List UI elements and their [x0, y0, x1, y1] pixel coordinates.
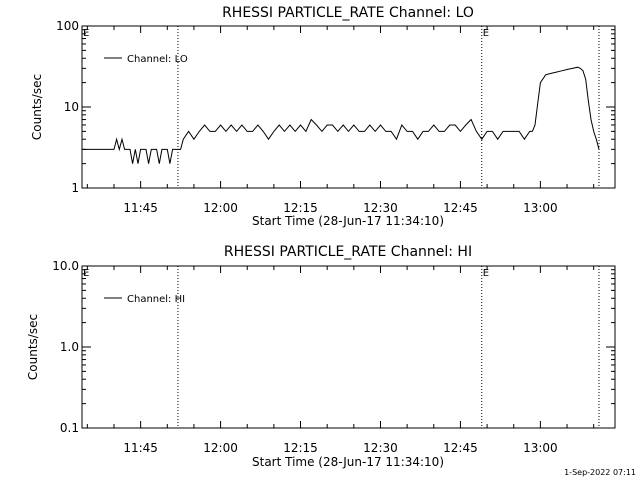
chart-marks: 11:45 12:00 12:15 12:30 12:45 13:00 1 10 100 E E [56, 19, 615, 215]
event-flag: E [83, 268, 89, 279]
event-flag: E [483, 28, 489, 39]
legend: Channel: HI [104, 294, 185, 305]
plot-frame [81, 265, 616, 429]
legend: Channel: LO [104, 54, 188, 65]
y-tick-label: 1.0 [60, 340, 79, 354]
y-tick-label: 10.0 [52, 259, 79, 273]
x-tick-label: 12:30 [363, 441, 398, 455]
x-tick-label: 12:15 [283, 201, 318, 215]
x-tick-label: 13:00 [523, 441, 558, 455]
x-tick-label: 11:45 [123, 201, 158, 215]
chart-marks: 11:45 12:00 12:15 12:30 12:45 13:00 0.1 1.0 10.0… [52, 259, 615, 455]
x-tick-label: 12:00 [203, 441, 238, 455]
x-tick-label: 12:45 [443, 441, 478, 455]
x-tick-label: 11:45 [123, 441, 158, 455]
event-flag: E [483, 268, 489, 279]
series-line [82, 66, 600, 164]
event-flag: E [83, 28, 89, 39]
chart-panel-lo: RHESSI PARTICLE_RATE Channel: LO Counts/… [30, 5, 616, 228]
chart-panel-hi: RHESSI PARTICLE_RATE Channel: HI Counts/… [26, 244, 616, 469]
legend-label: Channel: HI [127, 294, 185, 305]
y-tick-label: 100 [56, 19, 79, 33]
chart-title: RHESSI PARTICLE_RATE Channel: HI [224, 244, 472, 260]
x-tick-label: 12:30 [363, 201, 398, 215]
footer-timestamp: 1-Sep-2022 07:11 [564, 468, 636, 477]
y-axis-label: Counts/sec [30, 74, 44, 140]
y-tick-label: 1 [71, 181, 79, 195]
x-tick-label: 12:00 [203, 201, 238, 215]
y-tick-label: 0.1 [60, 421, 79, 435]
y-tick-label: 10 [64, 100, 79, 114]
x-tick-label: 12:45 [443, 201, 478, 215]
x-tick-label: 12:15 [283, 441, 318, 455]
plot-frame [81, 25, 616, 189]
x-axis-label: Start Time (28-Jun-17 11:34:10) [252, 214, 444, 228]
x-tick-label: 13:00 [523, 201, 558, 215]
legend-label: Channel: LO [127, 54, 188, 65]
x-axis-label: Start Time (28-Jun-17 11:34:10) [252, 455, 444, 469]
y-axis-label: Counts/sec [26, 314, 40, 380]
chart-title: RHESSI PARTICLE_RATE Channel: LO [222, 5, 474, 21]
